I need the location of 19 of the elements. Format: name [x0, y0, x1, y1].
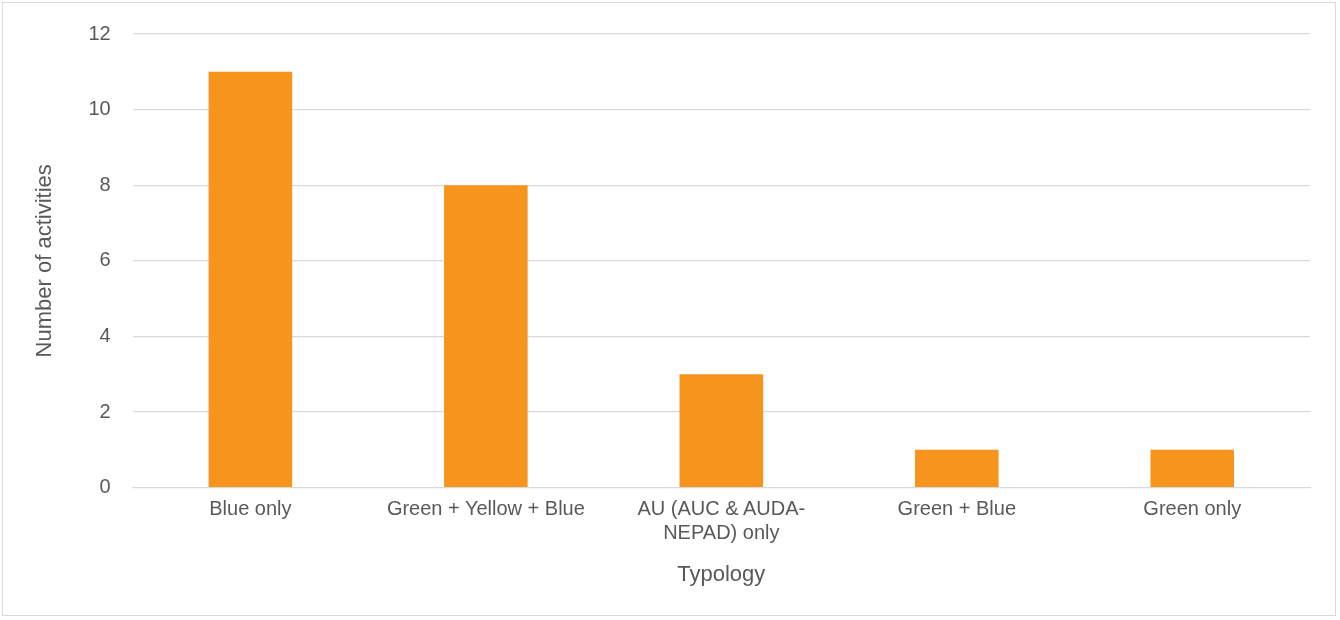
x-tick-label: Green only	[1143, 497, 1242, 520]
y-axis-title: Number of activities	[31, 164, 57, 358]
x-axis-title: Typology	[677, 560, 766, 586]
bar	[444, 185, 528, 487]
y-tick-label: 2	[99, 399, 111, 422]
y-tick-label: 0	[99, 475, 111, 498]
y-tick-label: 4	[99, 323, 111, 346]
bar	[679, 374, 764, 487]
bar	[208, 71, 293, 487]
y-tick-label: 12	[88, 21, 111, 44]
x-tick-label: Blue only	[209, 497, 292, 520]
bar	[1150, 449, 1235, 487]
y-tick-label: 8	[99, 172, 111, 195]
y-tick-label: 6	[99, 248, 111, 271]
x-tick-label: AU (AUC & AUDA-NEPAD) only	[637, 497, 806, 544]
x-tick-label: Green + Blue	[897, 497, 1016, 520]
bar	[915, 449, 999, 487]
y-tick-label: 10	[88, 97, 111, 120]
x-tick-label: Green + Yellow + Blue	[386, 497, 585, 520]
